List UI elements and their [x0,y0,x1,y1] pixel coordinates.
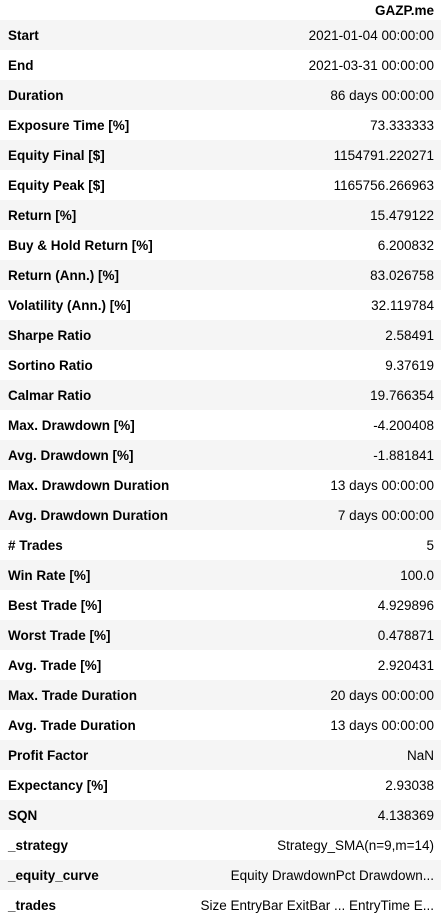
row-value: Equity DrawdownPct Drawdown... [230,867,434,883]
row-value: 5 [426,537,434,553]
table-row: Max. Trade Duration 20 days 00:00:00 [0,680,441,710]
row-label: _strategy [8,837,69,853]
row-value: 2021-03-31 00:00:00 [308,57,434,73]
table-row: End 2021-03-31 00:00:00 [0,50,441,80]
table-row: Calmar Ratio 19.766354 [0,380,441,410]
table-row: _trades Size EntryBar ExitBar ... EntryTi… [0,890,441,920]
row-value: 2021-01-04 00:00:00 [308,27,434,43]
table-row: _strategy Strategy_SMA(n=9,m=14) [0,830,441,860]
row-label: Avg. Drawdown Duration [8,507,169,523]
row-label: Avg. Trade [%] [8,657,102,673]
row-value: 15.479122 [370,207,434,223]
table-row: Volatility (Ann.) [%] 32.119784 [0,290,441,320]
row-value: 32.119784 [371,297,434,313]
row-label: Calmar Ratio [8,387,92,403]
index-header-cell [0,0,200,20]
table-row: Best Trade [%] 4.929896 [0,590,441,620]
row-label: Avg. Drawdown [%] [8,447,134,463]
table-row: Avg. Drawdown Duration 7 days 00:00:00 [0,500,441,530]
table-row: Duration 86 days 00:00:00 [0,80,441,110]
table-row: Profit Factor NaN [0,740,441,770]
table-row: SQN 4.138369 [0,800,441,830]
row-value: 2.920431 [377,657,434,673]
table-row: _equity_curve Equity DrawdownPct Drawdown… [0,860,441,890]
row-value: 83.026758 [370,267,434,283]
row-value: 100.0 [400,567,434,583]
row-value: 4.929896 [377,597,434,613]
row-label: Win Rate [%] [8,567,91,583]
table-row: Exposure Time [%] 73.333333 [0,110,441,140]
table-row: Win Rate [%] 100.0 [0,560,441,590]
row-label: _equity_curve [8,867,99,883]
row-label: Sharpe Ratio [8,327,92,343]
row-label: Best Trade [%] [8,597,102,613]
table-row: Equity Final [$] 1154791.220271 [0,140,441,170]
row-value: 7 days 00:00:00 [337,507,434,523]
row-value: 73.333333 [370,117,434,133]
row-value: Size EntryBar ExitBar ... EntryTime E... [200,897,434,913]
row-label: Start [8,27,39,43]
row-label: Volatility (Ann.) [%] [8,297,131,313]
row-label: Buy & Hold Return [%] [8,237,153,253]
row-value: 2.93038 [385,777,434,793]
row-value: 13 days 00:00:00 [330,477,434,493]
table-row: Start 2021-01-04 00:00:00 [0,20,441,50]
table-row: Worst Trade [%] 0.478871 [0,620,441,650]
table-row: Avg. Drawdown [%] -1.881841 [0,440,441,470]
column-header: GAZP.me [374,2,434,18]
row-label: Avg. Trade Duration [8,717,136,733]
row-label: # Trades [8,537,63,553]
table-row: Sharpe Ratio 2.58491 [0,320,441,350]
table-row: Max. Drawdown [%] -4.200408 [0,410,441,440]
row-label: Equity Peak [$] [8,177,105,193]
row-value: 20 days 00:00:00 [330,687,434,703]
table-row: Return (Ann.) [%] 83.026758 [0,260,441,290]
row-value: 19.766354 [370,387,434,403]
row-value: 1165756.266963 [333,177,434,193]
table-row: Equity Peak [$] 1165756.266963 [0,170,441,200]
row-label: Profit Factor [8,747,89,763]
row-value: -1.881841 [373,447,434,463]
row-value: Strategy_SMA(n=9,m=14) [277,837,434,853]
table-row: Sortino Ratio 9.37619 [0,350,441,380]
row-value: 4.138369 [377,807,434,823]
row-label: _trades [8,897,57,913]
table-row: Avg. Trade [%] 2.920431 [0,650,441,680]
table-row: Avg. Trade Duration 13 days 00:00:00 [0,710,441,740]
row-value: 0.478871 [377,627,434,643]
row-label: Sortino Ratio [8,357,93,373]
row-value: 13 days 00:00:00 [330,717,434,733]
row-label: Expectancy [%] [8,777,108,793]
table-row: # Trades 5 [0,530,441,560]
row-label: Worst Trade [%] [8,627,111,643]
row-value: 86 days 00:00:00 [330,87,434,103]
row-label: Max. Drawdown [%] [8,417,135,433]
row-label: SQN [8,807,38,823]
row-label: Equity Final [$] [8,147,105,163]
table-row: Return [%] 15.479122 [0,200,441,230]
header-row: GAZP.me [0,0,441,20]
row-label: Exposure Time [%] [8,117,130,133]
row-label: Return [%] [8,207,77,223]
stats-body: Start 2021-01-04 00:00:00 End 2021-03-31 00… [0,20,441,920]
row-label: Duration [8,87,64,103]
row-label: Max. Drawdown Duration [8,477,170,493]
table-row: Expectancy [%] 2.93038 [0,770,441,800]
row-label: Return (Ann.) [%] [8,267,119,283]
row-value: NaN [406,747,434,763]
row-value: -4.200408 [373,417,434,433]
row-label: End [8,57,34,73]
table-row: Buy & Hold Return [%] 6.200832 [0,230,441,260]
row-label: Max. Trade Duration [8,687,138,703]
table-row: Max. Drawdown Duration 13 days 00:00:00 [0,470,441,500]
row-value: 9.37619 [385,357,434,373]
row-value: 1154791.220271 [333,147,434,163]
row-value: 6.200832 [377,237,434,253]
row-value: 2.58491 [385,327,434,343]
